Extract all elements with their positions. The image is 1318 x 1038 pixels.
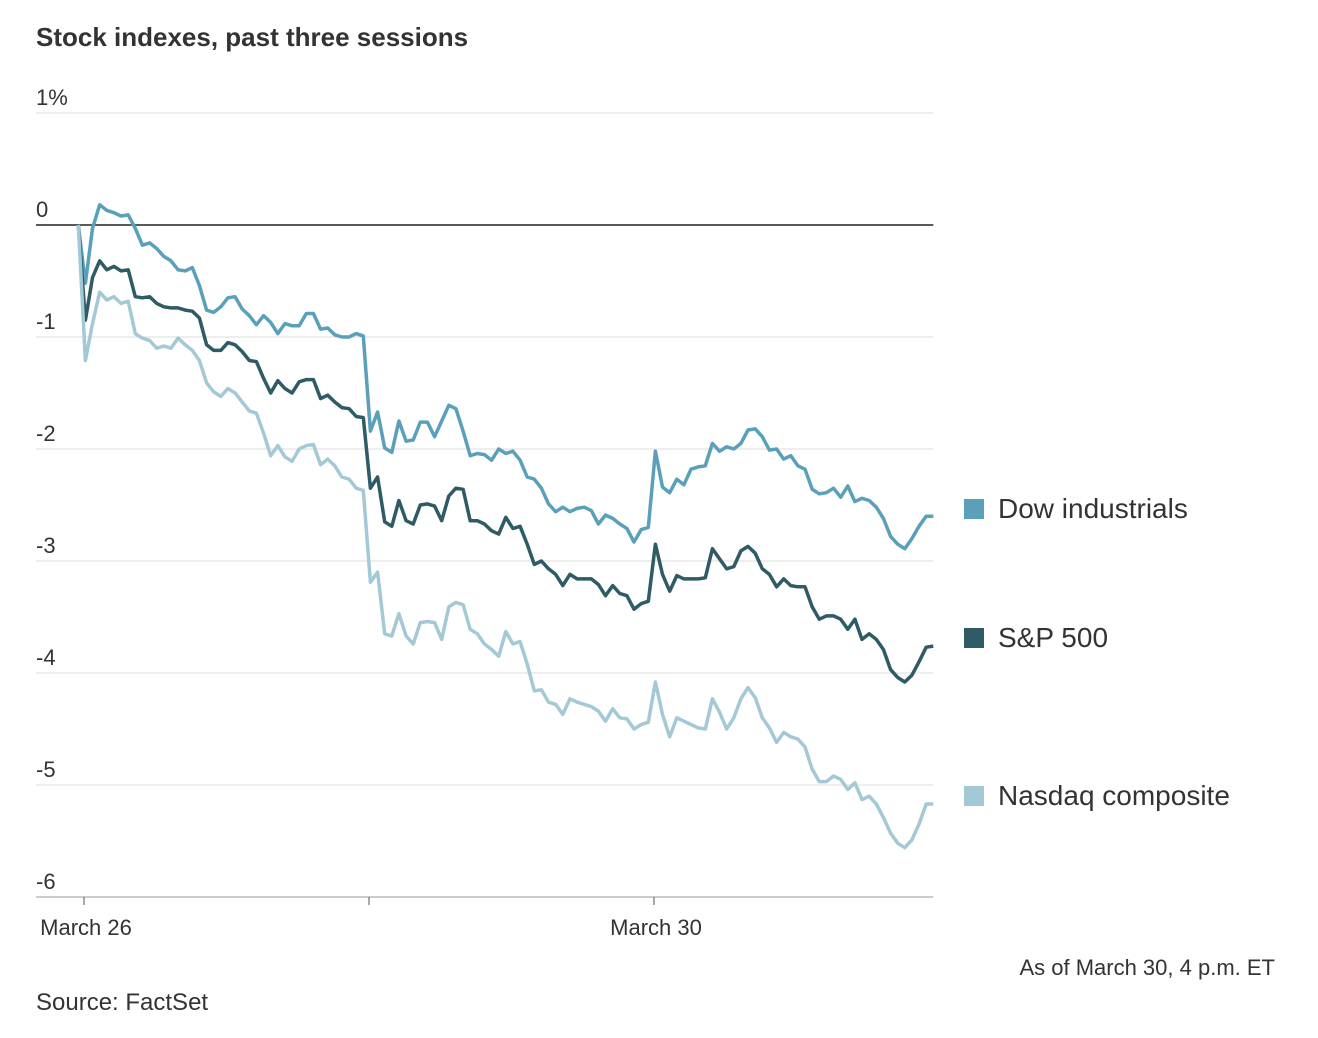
y-tick-label: -5 [36,757,56,782]
x-tick-label: March 26 [40,915,132,940]
note: As of March 30, 4 p.m. ET [1019,955,1275,980]
legend-label: Nasdaq composite [998,780,1230,811]
series-line [76,224,934,684]
series-line [76,224,934,850]
legend-swatch [964,786,984,806]
y-tick-label: 0 [36,197,48,222]
y-tick-label: -2 [36,421,56,446]
y-tick-label: -1 [36,309,56,334]
chart-title: Stock indexes, past three sessions [36,22,468,52]
series-line [76,203,934,551]
y-tick-label: -6 [36,869,56,894]
y-tick-label: 1% [36,85,68,110]
y-tick-label: -4 [36,645,56,670]
legend-label: Dow industrials [998,493,1188,524]
legend-swatch [964,628,984,648]
y-tick-label: -3 [36,533,56,558]
source: Source: FactSet [36,989,208,1016]
x-tick-label: March 30 [610,915,702,940]
legend-swatch [964,499,984,519]
legend-label: S&P 500 [998,622,1108,653]
